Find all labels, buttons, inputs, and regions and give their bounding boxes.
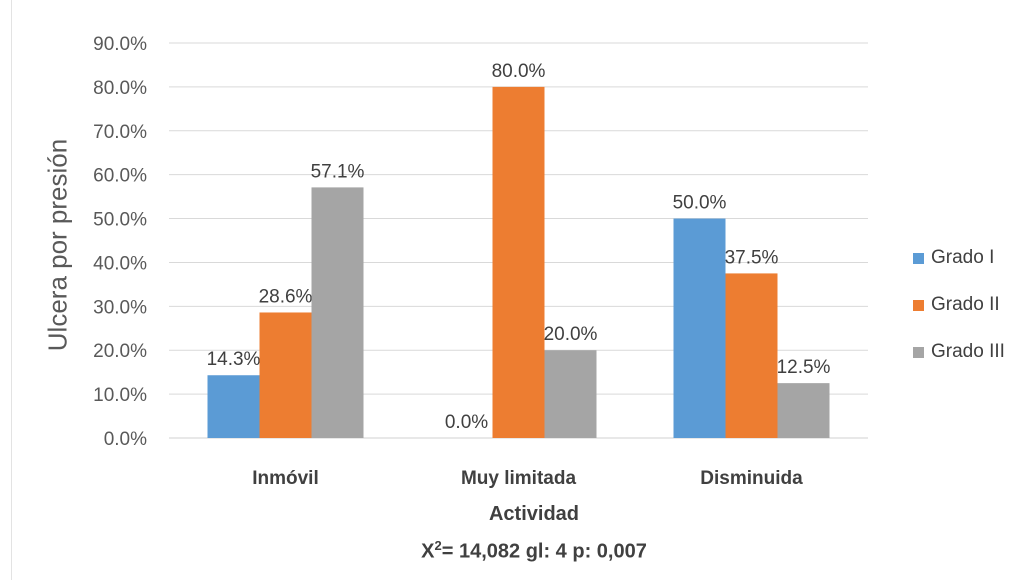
bar: [311, 187, 364, 438]
legend-item-grado-i: Grado I: [913, 246, 1005, 270]
bar: [777, 383, 830, 438]
bar: [492, 86, 545, 438]
chi-square-symbol: X: [421, 540, 435, 563]
bar: [207, 375, 260, 438]
bar: [673, 218, 726, 438]
data-label: 14.3%: [207, 349, 261, 370]
data-label: 57.1%: [311, 161, 365, 182]
legend-swatch: [913, 346, 924, 358]
legend-label: Grado I: [931, 247, 995, 268]
chi-square-result: = 14,082 gl: 4 p: 0,007: [441, 540, 647, 563]
y-tick-label: 40.0%: [93, 253, 147, 274]
y-tick-label: 30.0%: [93, 297, 147, 318]
bar: [725, 273, 778, 438]
legend-item-grado-ii: Grado II: [913, 293, 1005, 317]
legend-item-grado-iii: Grado III: [913, 340, 1005, 364]
y-tick-label: 10.0%: [93, 385, 147, 406]
y-tick-label: 80.0%: [93, 78, 147, 99]
chi-square-exponent: 2: [434, 538, 442, 553]
x-tick-label: Muy limitada: [461, 468, 577, 489]
legend-swatch: [913, 252, 924, 264]
y-tick-label: 70.0%: [93, 122, 147, 143]
y-tick-label: 60.0%: [93, 166, 147, 187]
y-tick-label: 50.0%: [93, 210, 147, 231]
data-label: 80.0%: [492, 61, 546, 82]
data-label: 37.5%: [725, 247, 779, 268]
x-tick-label: Disminuida: [700, 468, 803, 489]
x-tick-label: Inmóvil: [252, 468, 319, 489]
legend-label: Grado II: [931, 294, 1000, 315]
y-axis-title: Ulcera por presión: [42, 138, 73, 352]
data-label: 20.0%: [544, 324, 598, 345]
legend-swatch: [913, 299, 924, 311]
data-label: 28.6%: [259, 286, 313, 307]
y-tick-label: 20.0%: [93, 341, 147, 362]
left-border-line: [11, 0, 12, 580]
statistics-annotation: X2= 14,082 gl: 4 p: 0,007: [421, 538, 647, 564]
data-label: 12.5%: [777, 357, 831, 378]
bar: [544, 350, 597, 438]
legend: Grado I Grado II Grado III: [913, 246, 1005, 387]
x-axis-title: Actividad: [488, 503, 580, 525]
y-tick-label: 90.0%: [93, 34, 147, 55]
data-label: 50.0%: [673, 193, 727, 214]
data-label: 0.0%: [445, 412, 488, 433]
legend-label: Grado III: [931, 341, 1005, 362]
bar: [259, 312, 312, 438]
y-tick-label: 0.0%: [104, 429, 147, 450]
